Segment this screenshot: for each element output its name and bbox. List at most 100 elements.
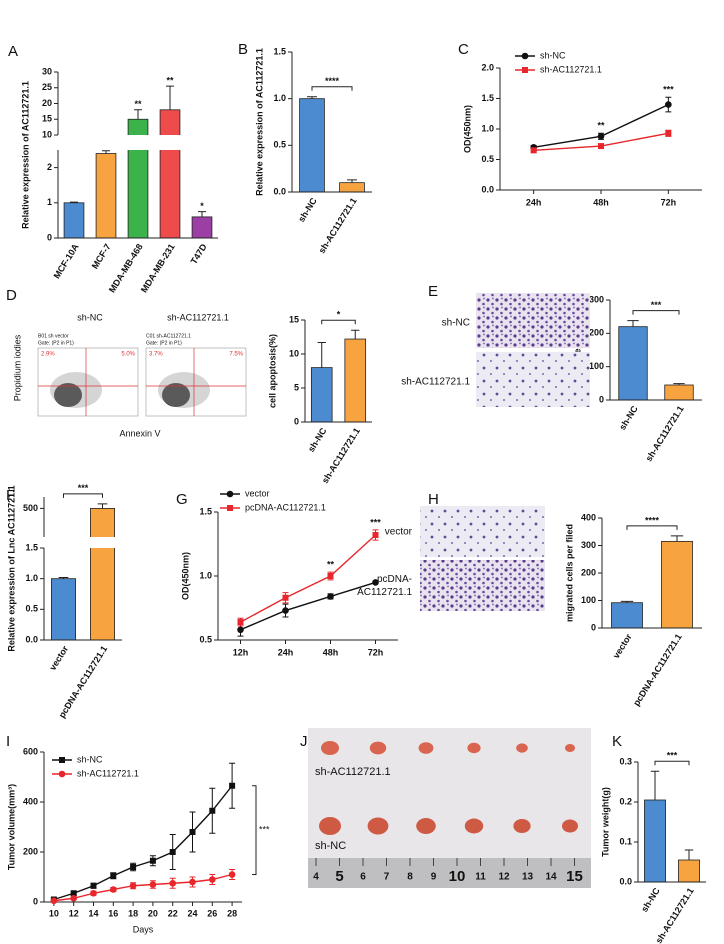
bar (644, 799, 666, 883)
legend-label: sh-NC (77, 754, 103, 764)
tumor (319, 817, 341, 835)
x-tick-label: 72h (368, 647, 384, 657)
x-tick-label: vector (47, 644, 70, 673)
significance-label: *** (259, 825, 270, 835)
bar (63, 202, 85, 239)
panel-label: H (428, 491, 439, 508)
bar (299, 98, 325, 193)
bar (611, 602, 643, 629)
ruler-number: 11 (475, 872, 486, 883)
y-tick-label: 2 (47, 162, 52, 172)
bar (310, 367, 333, 423)
y-tick-label: 300 (581, 540, 596, 550)
bar-label: * (200, 201, 204, 211)
x-tick-label: 14 (88, 908, 98, 918)
y-axis-label: migrated cells per filed (564, 524, 574, 622)
bar (339, 182, 365, 193)
marker (149, 881, 157, 888)
tumor (321, 741, 339, 755)
marker (130, 864, 137, 870)
y-tick-label: 30 (42, 66, 52, 76)
bar (191, 216, 213, 239)
ruler-number: 10 (449, 868, 466, 885)
micrograph (476, 293, 590, 348)
micrograph (420, 506, 545, 557)
y-tick-label: 0.5 (273, 140, 286, 150)
x-tick-label: 28 (227, 908, 237, 918)
point-label: ** (597, 121, 605, 131)
x-tick-label: MDA-MB-468 (107, 242, 145, 294)
x-tick-label: sh-AC112721.1 (644, 404, 686, 463)
marker (597, 133, 605, 140)
micrograph (420, 560, 545, 611)
y-tick-label: 1.0 (199, 570, 212, 580)
tumor (467, 742, 481, 754)
bar (90, 508, 115, 641)
bar-label: ** (166, 76, 174, 86)
panel-label: I (6, 733, 10, 750)
point-label: ** (327, 560, 335, 570)
x-tick-label: MDA-MB-231 (139, 242, 177, 294)
x-tick-label: MCF-7 (90, 242, 113, 271)
y-tick-label: 200 (589, 328, 604, 338)
ruler-number: 5 (335, 868, 343, 885)
error-bar (58, 576, 69, 579)
x-tick-label: 12 (69, 908, 79, 918)
ruler (308, 858, 591, 888)
panel-label: A (8, 43, 18, 60)
point-label: *** (663, 85, 674, 95)
y-axis-label: Relative expression of AC112721.1 (20, 81, 30, 229)
y-tick-label: 0.5 (481, 154, 494, 164)
panel-label: C (458, 41, 469, 58)
ruler-number: 14 (545, 872, 557, 883)
error-bar (70, 201, 78, 203)
axis-break (55, 135, 221, 150)
bar (618, 326, 648, 401)
marker (665, 130, 672, 137)
plot-header: C01 sh-AC112721.1 (146, 333, 191, 339)
marker (209, 807, 216, 814)
panel-label: E (428, 283, 438, 300)
x-tick-label: sh-NC (617, 404, 640, 432)
x-tick-label: 18 (128, 908, 138, 918)
plot-gate: Gate: (P2 in P1) (146, 340, 182, 346)
x-tick-label: sh-NC (306, 426, 329, 454)
marker (226, 490, 234, 498)
cell-cluster (162, 383, 190, 407)
ruler-number: 15 (566, 868, 583, 885)
y-tick-label: 0.0 (619, 876, 632, 886)
ruler-number: 12 (498, 872, 510, 883)
y-tick-label: 1.5 (25, 542, 38, 552)
sample-label: sh-NC (77, 312, 103, 322)
marker (209, 876, 216, 883)
significance-label: * (337, 310, 341, 320)
y-axis-label: cell apoptosis(%) (267, 334, 277, 408)
x-tick-label: 12h (233, 647, 249, 657)
legend-label: sh-AC112721.1 (540, 64, 602, 74)
significance-bracket (311, 86, 353, 91)
quadrant-value: 7.5% (229, 352, 243, 358)
error-bar (650, 770, 660, 800)
y-tick-label: 0.5 (199, 634, 212, 644)
error-bar (307, 96, 317, 99)
y-tick-label: 0.5 (25, 604, 38, 614)
marker (110, 872, 117, 879)
y-tick-label: 300 (589, 294, 604, 304)
y-tick-label: 20 (42, 98, 52, 108)
marker (665, 101, 672, 108)
y-tick-label: 0 (591, 622, 596, 632)
bar (344, 338, 367, 423)
y-tick-label: 100 (589, 361, 604, 371)
plot-header: B01 sh vector (38, 333, 69, 339)
bar (664, 384, 694, 401)
y-tick-label: 400 (581, 512, 596, 522)
significance-bracket (632, 310, 680, 315)
error-bar (670, 535, 684, 542)
tumor (418, 742, 434, 754)
y-tick-label: 0.2 (619, 796, 632, 806)
y-tick-label: 0.0 (25, 634, 38, 644)
marker (70, 890, 77, 897)
marker (282, 594, 289, 601)
marker (237, 626, 244, 634)
y-axis-label: Relative expression of Lnc AC112721.1 (6, 485, 16, 651)
